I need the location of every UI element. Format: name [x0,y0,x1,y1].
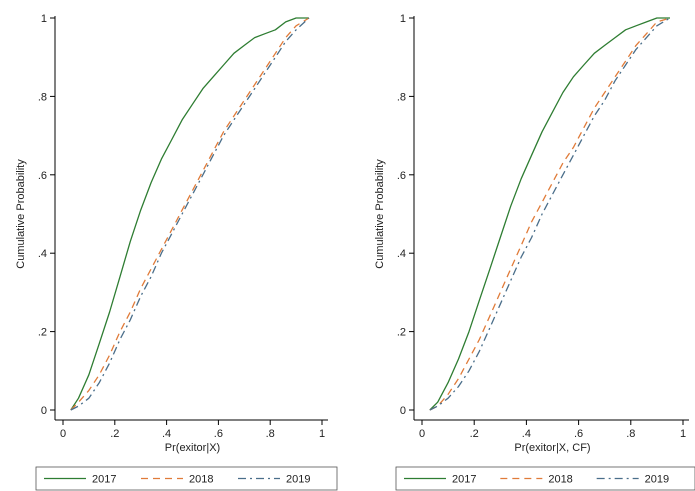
legend-label-2018: 2018 [548,474,572,486]
x-tick-label: .8 [626,428,635,440]
legend-box [35,466,338,491]
y-tick-label: .8 [397,91,406,103]
legend-label-2018: 2018 [189,474,213,486]
x-tick-label: 0 [60,428,66,440]
x-tick-label: 1 [319,428,325,440]
x-tick-label: .6 [574,428,583,440]
y-tick-label: .6 [397,170,406,182]
x-axis-label: Pr(exitor|X) [165,442,220,454]
chart-panel-left: 0 .2 .4 .6 .8 1 0 .2 .4 .6 .8 1 Pr(exitor|X) Cumulati… [15,13,338,491]
y-axis-label: Cumulative Probability [15,159,27,269]
y-tick-label: 1 [41,13,47,25]
x-tick-label: 1 [680,428,686,440]
y-tick-label: 0 [41,405,47,417]
legend-label-2017: 2017 [92,474,116,486]
y-tick-label: .2 [397,327,406,339]
legend-box [395,466,695,491]
y-axis-label: Cumulative Probability [374,159,386,269]
x-tick-label: .6 [214,428,223,440]
series-line-2017 [70,17,309,411]
x-tick-label: .8 [266,428,275,440]
legend-label-2017: 2017 [452,474,476,486]
y-tick-label: .4 [397,248,406,260]
x-tick-label: .4 [162,428,171,440]
y-tick-label: 0 [400,405,406,417]
chart-panel-right: 0 .2 .4 .6 .8 1 0 .2 .4 .6 .8 1 Pr(exitor|X, CF) Cumu… [374,13,695,491]
x-tick-label: .4 [522,428,531,440]
y-tick-label: .8 [38,91,47,103]
series-line-2017 [429,17,670,411]
legend-label-2019: 2019 [645,474,669,486]
y-tick-label: .2 [38,327,47,339]
series-line-2019 [429,17,671,411]
x-tick-label: .2 [110,428,119,440]
series-line-2018 [429,17,671,411]
y-tick-label: .4 [38,248,47,260]
series-line-2018 [70,17,310,411]
legend-label-2019: 2019 [286,474,310,486]
y-tick-label: .6 [38,170,47,182]
x-axis-label: Pr(exitor|X, CF) [514,442,590,454]
x-tick-label: 0 [419,428,425,440]
series-line-2019 [70,17,310,411]
y-tick-label: 1 [400,13,406,25]
x-tick-label: .2 [470,428,479,440]
